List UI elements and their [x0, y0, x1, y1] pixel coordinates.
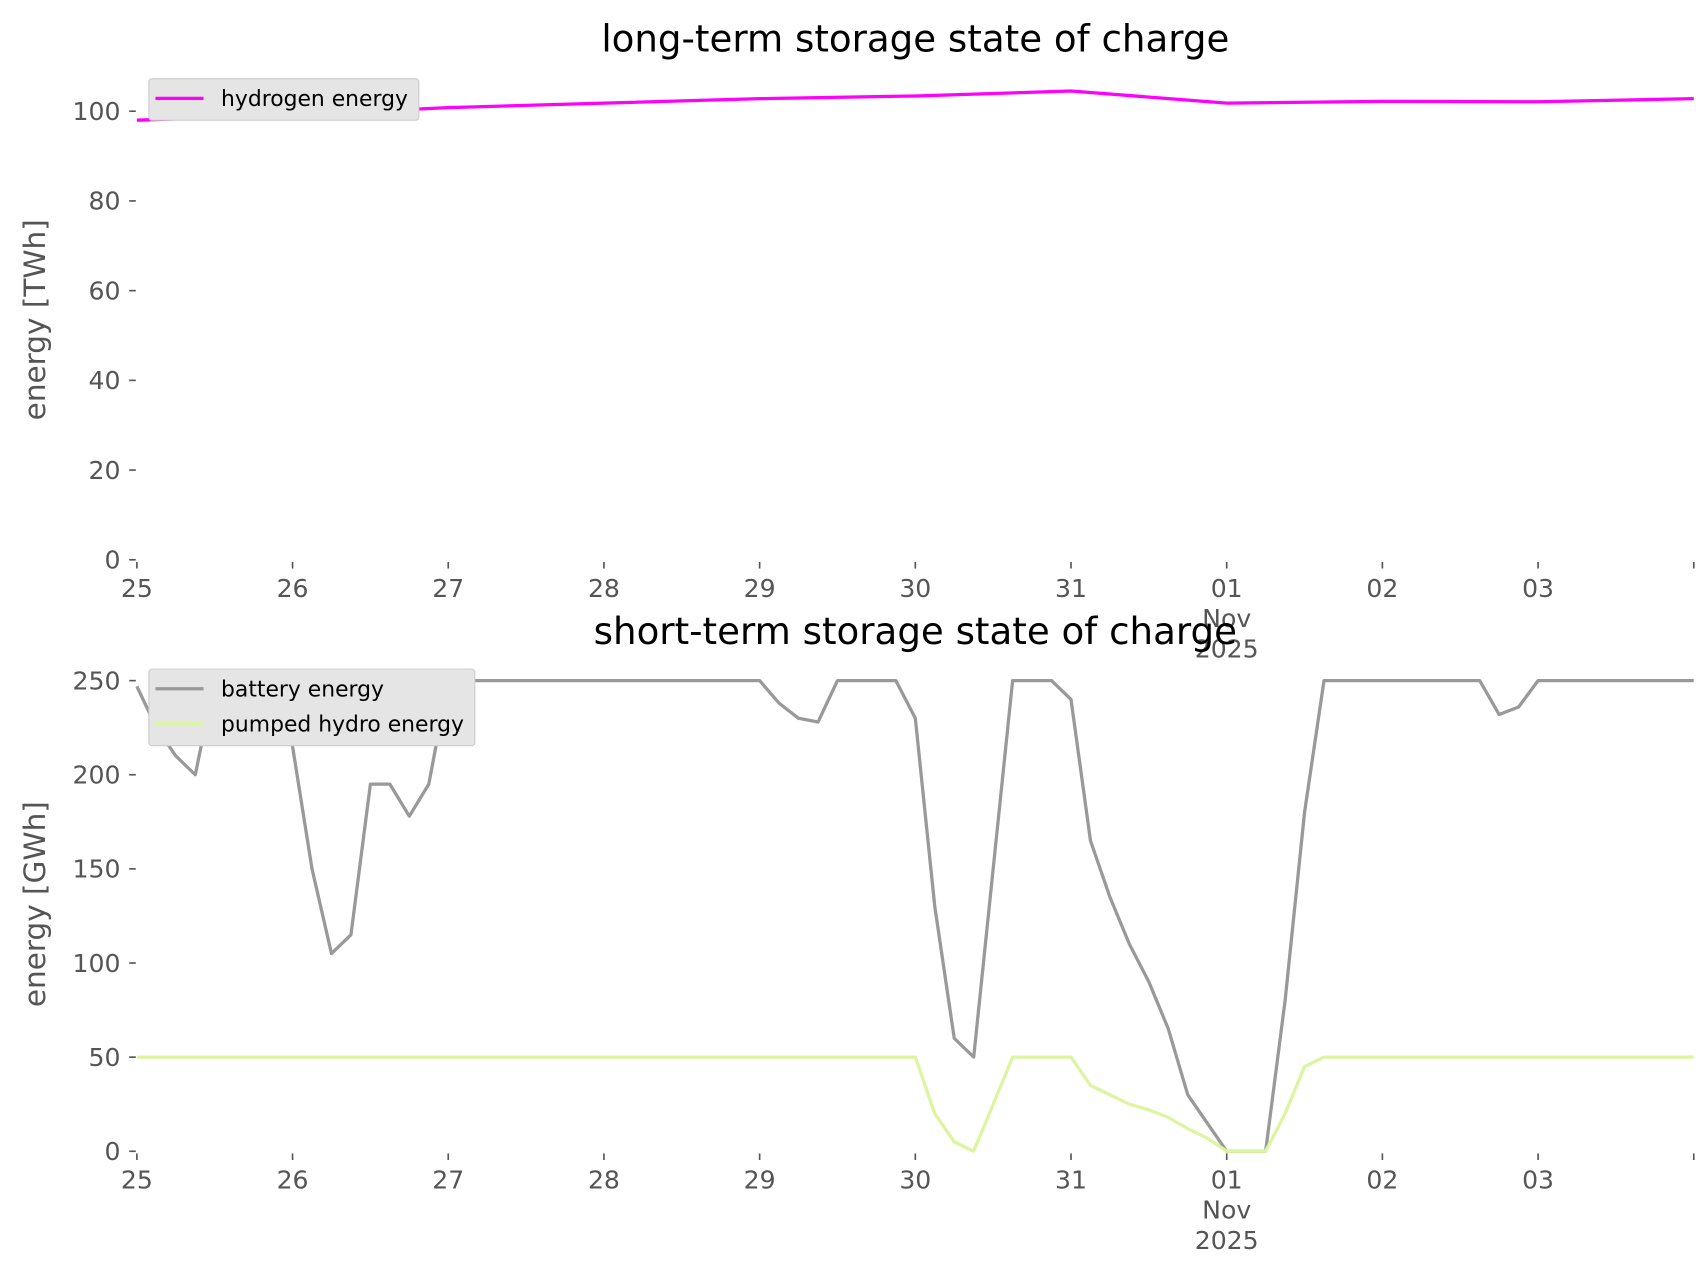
x-tick-label: 02: [1366, 574, 1398, 603]
y-axis-label: energy [GWh]: [18, 801, 52, 1007]
y-tick-label: 80: [88, 187, 120, 216]
y-tick-label: 20: [88, 456, 120, 485]
x-tick-label: 30: [899, 574, 931, 603]
legend-label: pumped hydro energy: [221, 712, 464, 737]
x-tick-label: 27: [432, 574, 464, 603]
series-line: [135, 678, 1694, 1153]
x-tick-label: 31: [1055, 1165, 1087, 1194]
legend: hydrogen energy: [148, 78, 420, 121]
chart-title: long-term storage state of charge: [601, 16, 1229, 60]
y-tick-label: 200: [73, 760, 121, 789]
y-tick-label: 100: [73, 949, 121, 978]
y-tick-label: 50: [88, 1043, 120, 1072]
x-tick-label: 01 Nov 2025: [1195, 1165, 1259, 1254]
x-tick-label: 27: [432, 1165, 464, 1194]
y-tick-label: 250: [73, 666, 121, 695]
x-tick-label: 25: [121, 1165, 153, 1194]
x-tick-label: 29: [744, 1165, 776, 1194]
y-tick-label: 60: [88, 276, 120, 305]
chart-title: short-term storage state of charge: [594, 609, 1237, 653]
legend-label: hydrogen energy: [221, 87, 408, 112]
y-tick-label: 0: [104, 546, 120, 575]
x-tick-label: 03: [1522, 574, 1554, 603]
x-tick-label: 26: [277, 1165, 309, 1194]
y-tick-label: 0: [104, 1137, 120, 1166]
legend-box: [148, 78, 420, 121]
y-axis-label: energy [TWh]: [18, 219, 52, 420]
x-tick-label: 26: [277, 574, 309, 603]
x-tick-label: 25: [121, 574, 153, 603]
legend: battery energy pumped hydro energy: [148, 668, 476, 747]
x-tick-label: 29: [744, 574, 776, 603]
x-tick-label: 28: [588, 1165, 620, 1194]
legend-box: [148, 668, 476, 747]
x-tick-label: 31: [1055, 574, 1087, 603]
series-line: [136, 1055, 1694, 1153]
x-tick-label: 01 Nov 2025: [1195, 574, 1259, 663]
y-tick-label: 40: [88, 366, 120, 395]
x-tick-label: 28: [588, 574, 620, 603]
legend-label: battery energy: [221, 677, 384, 702]
x-tick-label: 02: [1366, 1165, 1398, 1194]
y-tick-label: 150: [73, 855, 121, 884]
x-tick-label: 03: [1522, 1165, 1554, 1194]
y-tick-label: 100: [73, 97, 121, 126]
x-tick-label: 30: [899, 1165, 931, 1194]
